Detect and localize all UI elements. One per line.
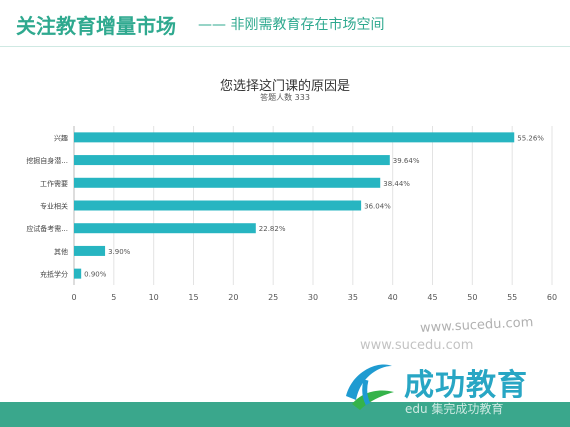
slide-title: 关注教育增量市场 bbox=[16, 14, 176, 38]
x-tick-label: 55 bbox=[507, 293, 517, 302]
x-tick-label: 25 bbox=[268, 293, 278, 302]
x-tick-label: 50 bbox=[467, 293, 477, 302]
data-label: 22.82% bbox=[259, 225, 286, 233]
category-label: 其他 bbox=[54, 247, 68, 256]
slide-subtitle: —— 非刚需教育存在市场空间 bbox=[198, 17, 385, 33]
x-tick-label: 30 bbox=[308, 293, 318, 302]
category-label: 工作需要 bbox=[40, 179, 68, 188]
x-tick-label: 60 bbox=[547, 293, 557, 302]
x-tick-label: 45 bbox=[427, 293, 437, 302]
x-tick-label: 35 bbox=[348, 293, 358, 302]
bar bbox=[74, 132, 515, 143]
data-label: 55.26% bbox=[517, 134, 544, 142]
chart-subtitle: 答题人数 333 bbox=[260, 93, 310, 102]
bar bbox=[74, 223, 256, 234]
footer-band bbox=[0, 402, 570, 427]
x-tick-label: 40 bbox=[388, 293, 398, 302]
header-divider bbox=[0, 46, 570, 47]
success-education-logo-icon bbox=[346, 364, 394, 410]
category-label: 充抵学分 bbox=[40, 270, 68, 279]
watermark-text: edu 集完成功教育 bbox=[405, 402, 504, 416]
data-label: 3.90% bbox=[108, 248, 131, 256]
bar bbox=[74, 177, 381, 188]
brand-name: 成功教育 bbox=[404, 368, 528, 403]
data-label: 38.44% bbox=[383, 180, 410, 188]
data-label: 36.04% bbox=[364, 203, 391, 211]
bar bbox=[74, 245, 106, 256]
data-label: 39.64% bbox=[393, 157, 420, 165]
category-label: 应试备考需... bbox=[26, 224, 68, 233]
category-label: 专业相关 bbox=[40, 202, 68, 211]
data-label: 0.90% bbox=[84, 271, 107, 279]
category-label: 挖掘自身潜... bbox=[26, 156, 68, 165]
bar bbox=[74, 268, 82, 279]
bar bbox=[74, 200, 362, 211]
x-tick-label: 5 bbox=[111, 293, 116, 302]
x-tick-label: 0 bbox=[71, 293, 76, 302]
chart-title: 您选择这门课的原因是 bbox=[219, 79, 350, 94]
x-tick-label: 15 bbox=[188, 293, 198, 302]
watermark-url-secondary: www.sucedu.com bbox=[360, 338, 474, 353]
category-label: 兴趣 bbox=[54, 133, 68, 142]
bar bbox=[74, 155, 390, 166]
x-tick-label: 20 bbox=[228, 293, 238, 302]
slide-header: 关注教育增量市场 —— 非刚需教育存在市场空间 bbox=[0, 0, 570, 52]
x-tick-label: 10 bbox=[149, 293, 159, 302]
